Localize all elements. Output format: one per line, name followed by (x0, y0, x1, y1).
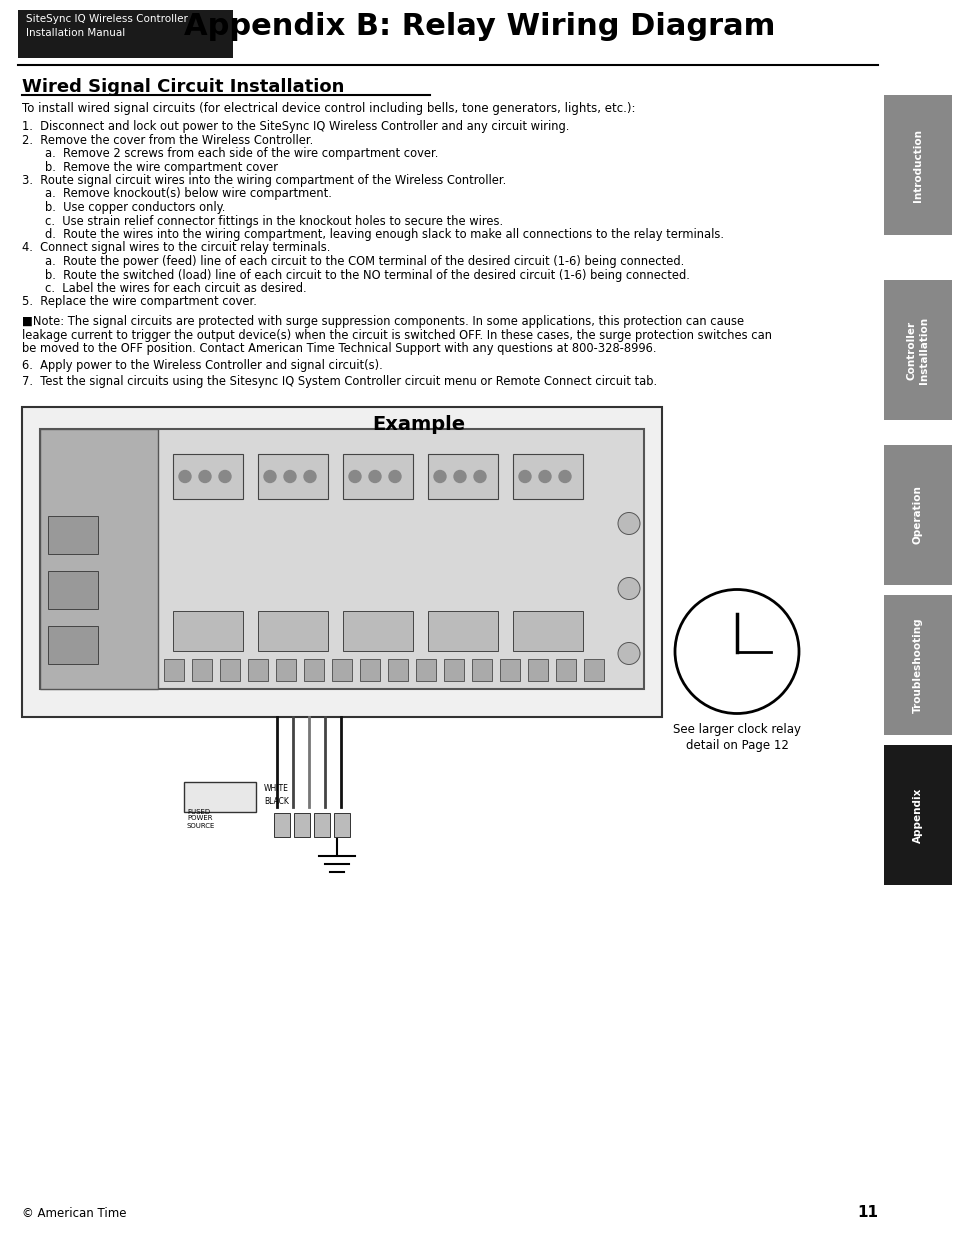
Circle shape (518, 471, 531, 483)
Text: See larger clock relay
detail on Page 12: See larger clock relay detail on Page 12 (672, 724, 801, 752)
Text: Example: Example (372, 415, 465, 433)
Text: be moved to the OFF position. Contact American Time Technical Support with any q: be moved to the OFF position. Contact Am… (22, 342, 656, 354)
Circle shape (389, 471, 400, 483)
Circle shape (618, 513, 639, 535)
Circle shape (454, 471, 465, 483)
Bar (172, 453, 243, 499)
Circle shape (618, 578, 639, 599)
Text: Introduction: Introduction (912, 128, 923, 201)
Bar (257, 610, 328, 651)
Bar (172, 610, 243, 651)
Text: Operation: Operation (912, 485, 923, 545)
Circle shape (538, 471, 551, 483)
Text: a.  Remove 2 screws from each side of the wire compartment cover.: a. Remove 2 screws from each side of the… (45, 147, 438, 161)
Circle shape (675, 589, 799, 714)
Text: 2.  Remove the cover from the Wireless Controller.: 2. Remove the cover from the Wireless Co… (22, 133, 313, 147)
Bar (428, 453, 497, 499)
Bar (428, 610, 497, 651)
Text: Appendix B: Relay Wiring Diagram: Appendix B: Relay Wiring Diagram (184, 12, 775, 41)
Bar (472, 658, 492, 680)
Bar (583, 658, 603, 680)
Text: c.  Use strain relief connector fittings in the knockout holes to secure the wir: c. Use strain relief connector fittings … (45, 215, 502, 227)
Text: Wired Signal Circuit Installation: Wired Signal Circuit Installation (22, 78, 344, 96)
Text: Controller
Installation: Controller Installation (906, 316, 928, 384)
Text: 3.  Route signal circuit wires into the wiring compartment of the Wireless Contr: 3. Route signal circuit wires into the w… (22, 174, 506, 186)
Bar (22, 406, 661, 716)
Text: b.  Remove the wire compartment cover: b. Remove the wire compartment cover (45, 161, 277, 173)
Bar (220, 658, 240, 680)
Bar (513, 610, 582, 651)
Text: leakage current to trigger the output device(s) when the circuit is switched OFF: leakage current to trigger the output de… (22, 329, 771, 342)
Circle shape (618, 642, 639, 664)
Text: 11: 11 (856, 1205, 877, 1220)
Text: 4.  Connect signal wires to the circuit relay terminals.: 4. Connect signal wires to the circuit r… (22, 242, 330, 254)
Text: b.  Use copper conductors only.: b. Use copper conductors only. (45, 201, 225, 214)
Bar (257, 453, 328, 499)
Bar (164, 658, 184, 680)
Text: a.  Route the power (feed) line of each circuit to the COM terminal of the desir: a. Route the power (feed) line of each c… (45, 254, 683, 268)
Text: 7.  Test the signal circuits using the Sitesync IQ System Controller circuit men: 7. Test the signal circuits using the Si… (22, 375, 657, 388)
Bar (334, 813, 350, 836)
Circle shape (284, 471, 295, 483)
Text: FUSED
POWER
SOURCE: FUSED POWER SOURCE (187, 809, 215, 829)
Text: © American Time: © American Time (22, 1207, 127, 1220)
Bar (388, 658, 408, 680)
Bar (513, 453, 582, 499)
Bar (40, 429, 158, 688)
Bar (332, 658, 352, 680)
Circle shape (264, 471, 275, 483)
Text: 5.  Replace the wire compartment cover.: 5. Replace the wire compartment cover. (22, 295, 256, 309)
Bar (883, 745, 951, 885)
Text: b.  Route the switched (load) line of each circuit to the NO terminal of the des: b. Route the switched (load) line of eac… (45, 268, 689, 282)
Bar (294, 813, 310, 836)
Text: c.  Label the wires for each circuit as desired.: c. Label the wires for each circuit as d… (45, 282, 306, 295)
Text: Troubleshooting: Troubleshooting (912, 618, 923, 713)
Circle shape (199, 471, 211, 483)
Bar (48, 515, 98, 553)
Bar (443, 658, 463, 680)
Circle shape (434, 471, 446, 483)
Bar (48, 625, 98, 663)
Circle shape (219, 471, 231, 483)
Bar (499, 658, 519, 680)
Text: ■Note: The signal circuits are protected with surge suppression components. In s: ■Note: The signal circuits are protected… (22, 315, 743, 329)
Text: 6.  Apply power to the Wireless Controller and signal circuit(s).: 6. Apply power to the Wireless Controlle… (22, 358, 382, 372)
Circle shape (349, 471, 360, 483)
Bar (248, 658, 268, 680)
Text: WHITE: WHITE (264, 784, 289, 793)
Bar (416, 658, 436, 680)
Circle shape (179, 471, 191, 483)
Bar (274, 813, 290, 836)
Bar (48, 571, 98, 609)
Bar (343, 453, 413, 499)
Bar (556, 658, 576, 680)
Bar (883, 280, 951, 420)
Text: To install wired signal circuits (for electrical device control including bells,: To install wired signal circuits (for el… (22, 103, 635, 115)
Bar (359, 658, 379, 680)
Circle shape (304, 471, 315, 483)
Bar (314, 813, 330, 836)
Bar (883, 595, 951, 735)
Text: d.  Route the wires into the wiring compartment, leaving enough slack to make al: d. Route the wires into the wiring compa… (45, 228, 723, 241)
Bar (304, 658, 324, 680)
Bar (343, 610, 413, 651)
Bar (275, 658, 295, 680)
Bar (18, 10, 233, 58)
Text: a.  Remove knockout(s) below wire compartment.: a. Remove knockout(s) below wire compart… (45, 188, 332, 200)
Bar (184, 782, 255, 811)
Bar (40, 429, 643, 688)
Circle shape (369, 471, 380, 483)
Bar (527, 658, 547, 680)
Text: SiteSync IQ Wireless Controller
Installation Manual: SiteSync IQ Wireless Controller Installa… (26, 14, 188, 38)
Bar (883, 95, 951, 235)
Bar (883, 445, 951, 585)
Text: 1.  Disconnect and lock out power to the SiteSync IQ Wireless Controller and any: 1. Disconnect and lock out power to the … (22, 120, 569, 133)
Text: BLACK: BLACK (264, 797, 289, 806)
Text: Appendix: Appendix (912, 788, 923, 842)
Circle shape (474, 471, 485, 483)
Circle shape (558, 471, 571, 483)
Bar (192, 658, 212, 680)
